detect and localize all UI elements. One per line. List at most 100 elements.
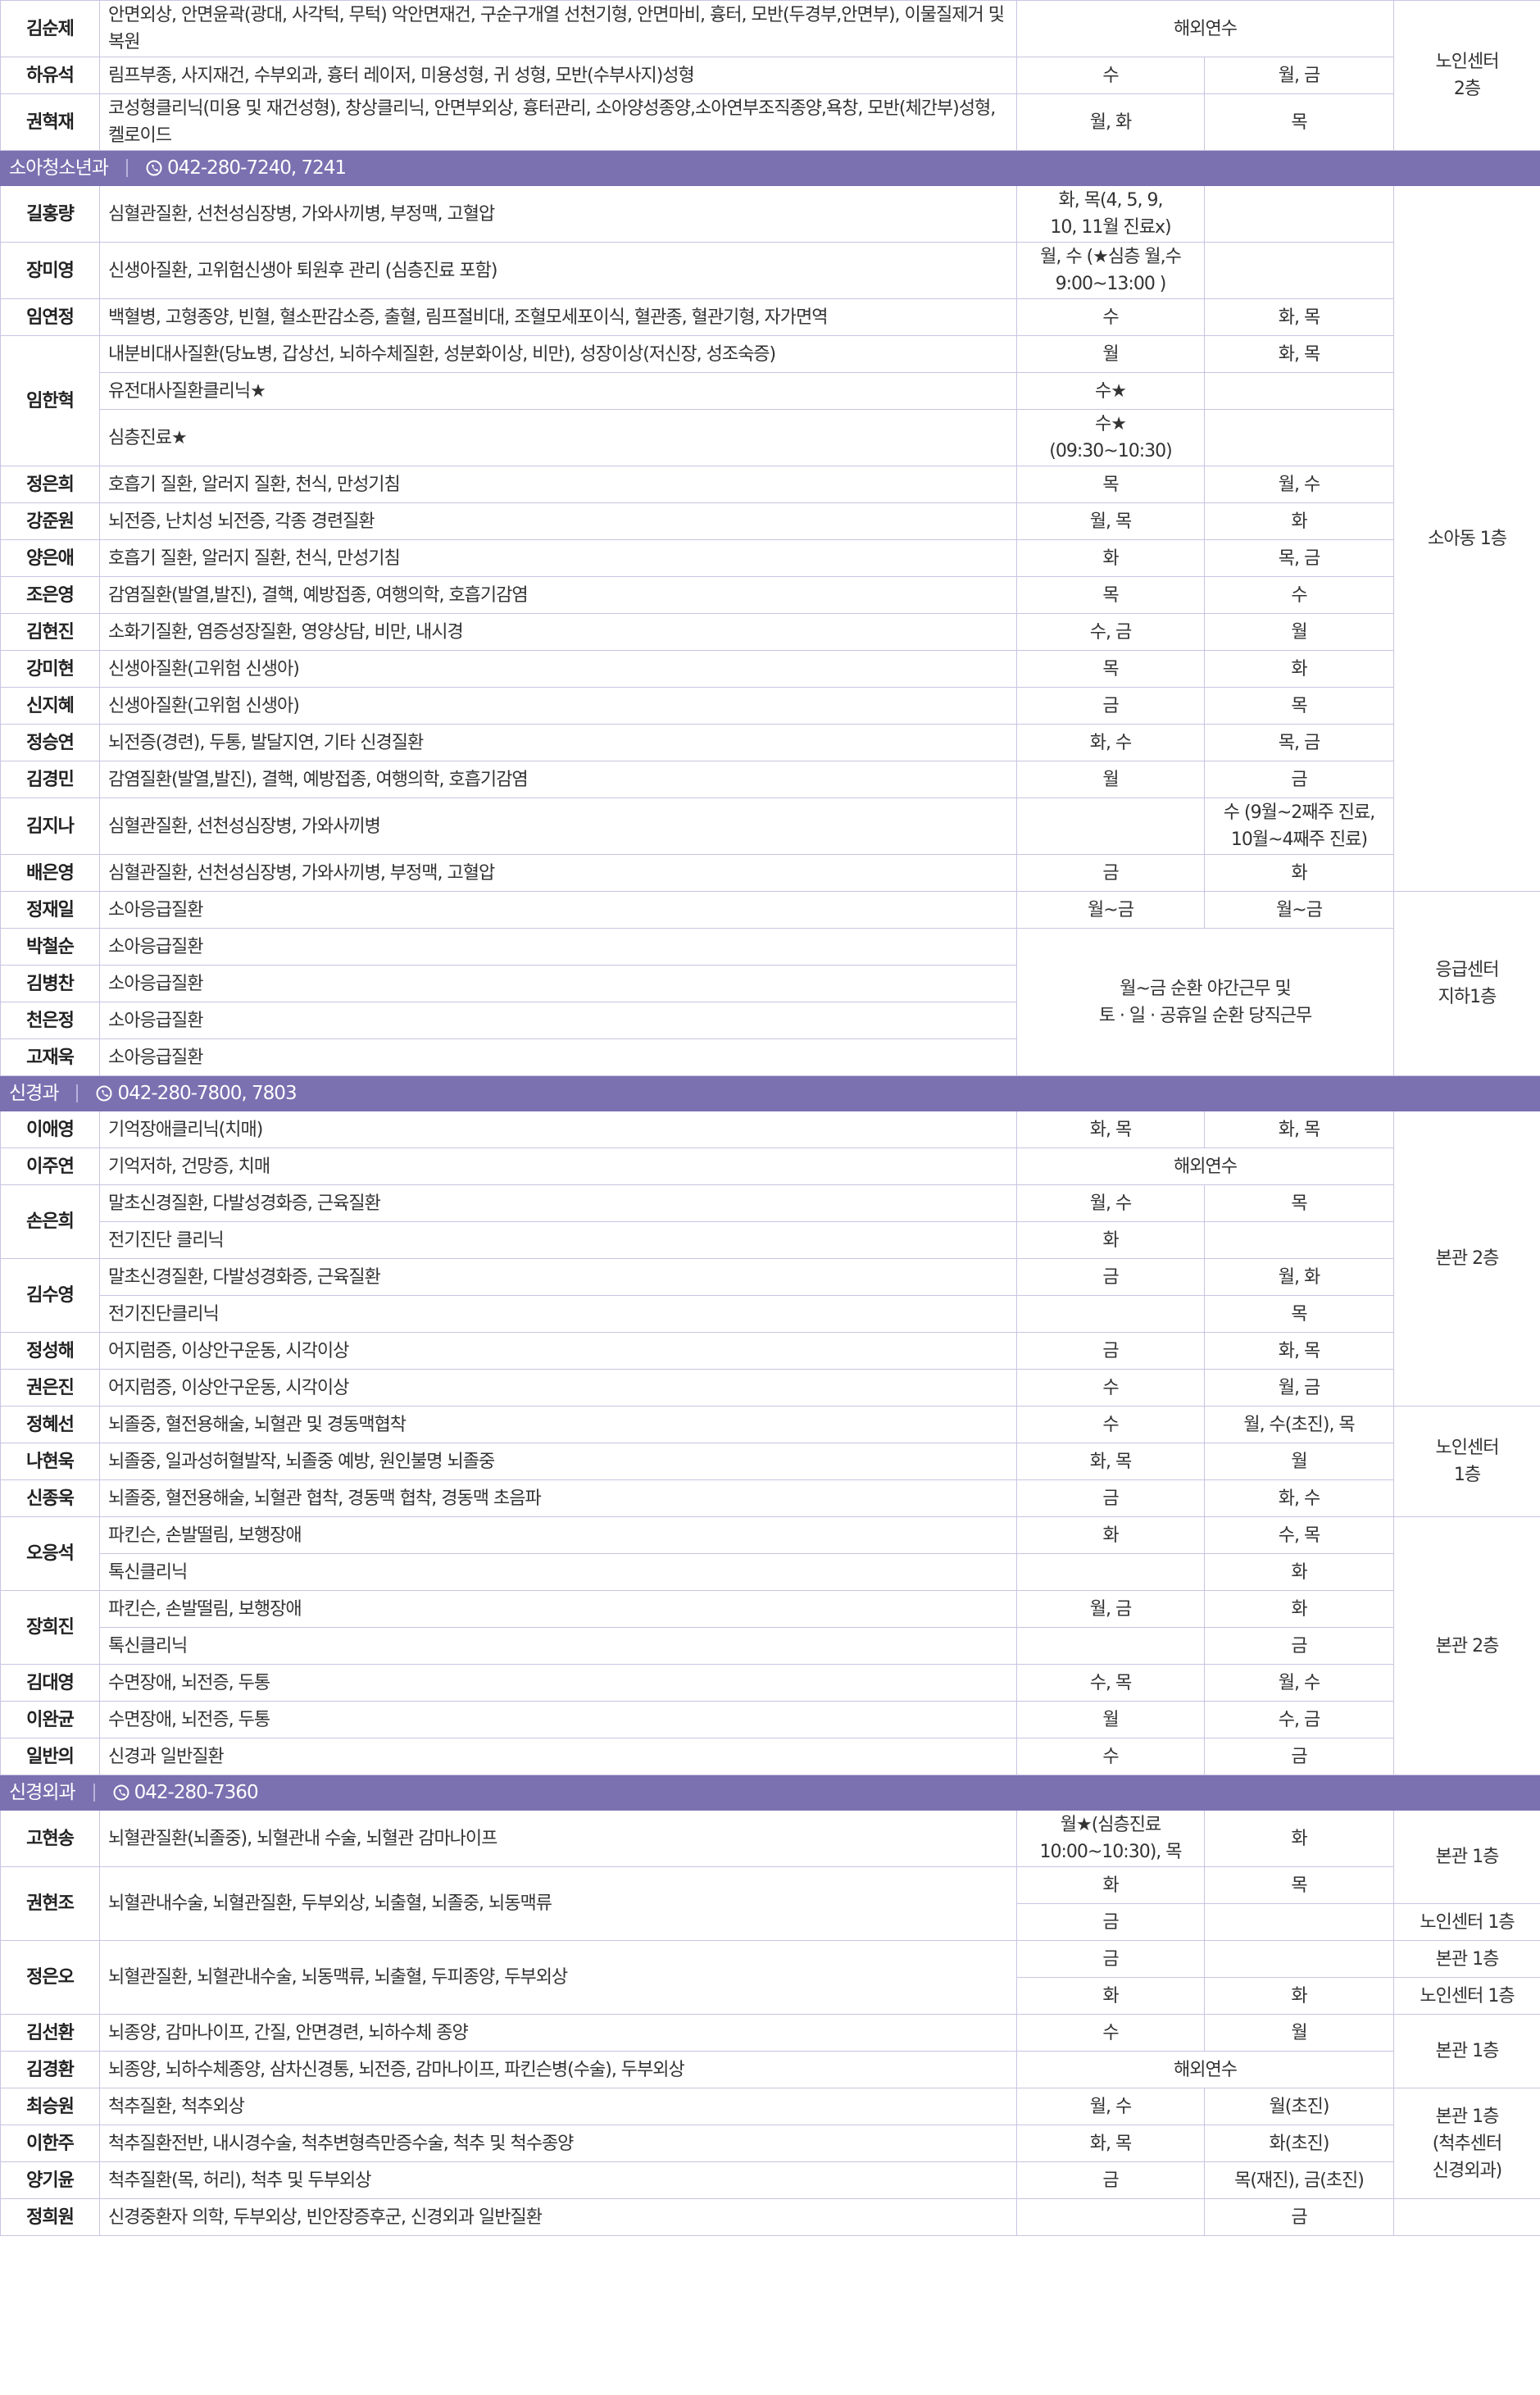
location: 노인센터 2층: [1393, 0, 1540, 151]
morning: 금: [1016, 1258, 1205, 1296]
row: 전기진단 클리닉 화: [1, 1221, 1540, 1259]
morning: 월★(심층진료 10:00~10:30), 목: [1016, 1810, 1205, 1867]
afternoon: 목: [1204, 93, 1394, 151]
row: 권혁재 코성형클리닉(미용 및 재건성형), 창상클리닉, 안면부외상, 흉터관리…: [0, 93, 1540, 151]
doctor-name: 이한주: [0, 2125, 100, 2162]
row: 배은영 심혈관질환, 선천성심장병, 가와사끼병, 부정맥, 고혈압 금 화: [0, 854, 1540, 892]
morning: 화: [1016, 539, 1205, 577]
specialty: 뇌혈관내수술, 뇌혈관질환, 두부외상, 뇌출혈, 뇌졸중, 뇌동맥류: [99, 1866, 1017, 1941]
location: 노인센터 1층: [1393, 1977, 1540, 2015]
row: 김대영 수면장애, 뇌전증, 두통 수, 목 월, 수: [0, 1664, 1540, 1702]
specialty: 코성형클리닉(미용 및 재건성형), 창상클리닉, 안면부외상, 흉터관리, 소…: [99, 93, 1017, 151]
specialty: 뇌혈관질환, 뇌혈관내수술, 뇌동맥류, 뇌출혈, 두피종양, 두부외상: [99, 1940, 1017, 2015]
doctor-name: 길홍량: [0, 185, 100, 243]
afternoon: 월: [1204, 2014, 1394, 2052]
doctor-name: 정혜선: [0, 1406, 100, 1443]
specialty: 심혈관질환, 선천성심장병, 가와사끼병, 부정맥, 고혈압: [99, 854, 1017, 892]
specialty: 전기진단클리닉: [99, 1295, 1017, 1333]
location: 본관 1층: [1393, 2014, 1540, 2088]
afternoon: 수, 금: [1204, 1701, 1394, 1738]
doctor-name: 김현진: [0, 613, 100, 651]
row: 이애영 기억장애클리닉(치매) 화, 목 화, 목 본관 2층: [0, 1111, 1540, 1407]
doctor-name: 하유석: [0, 57, 100, 94]
doctor-name: 최승원: [0, 2088, 100, 2125]
afternoon: 화(초진): [1204, 2125, 1394, 2162]
afternoon: 화: [1204, 1977, 1394, 2015]
doctor-name: 천은정: [0, 1002, 100, 1039]
location: 소아동 1층: [1393, 185, 1540, 892]
doctor-name: 정희원: [0, 2198, 100, 2236]
doctor-name: 박철순: [0, 928, 100, 966]
specialty: 감염질환(발열,발진), 결핵, 예방접종, 여행의학, 호흡기감염: [99, 761, 1017, 798]
afternoon: [1204, 242, 1394, 299]
row: 심층진료★ 수★ (09:30~10:30): [1, 409, 1540, 466]
morning: 월~금 순환 야간근무 및 토 · 일 · 공휴일 순환 당직근무: [1016, 928, 1394, 1076]
specialty: 림프부종, 사지재건, 수부외과, 흉터 레이저, 미용성형, 귀 성형, 모반…: [99, 57, 1017, 94]
row: 김수영 말초신경질환, 다발성경화증, 근육질환 금 월, 화: [0, 1258, 1540, 1333]
morning: 화: [1016, 1221, 1205, 1259]
morning: 수: [1016, 1406, 1205, 1443]
specialty: 신경중환자 의학, 두부외상, 빈안장증후군, 신경외과 일반질환: [99, 2198, 1017, 2236]
morning: 월, 수: [1016, 1184, 1205, 1222]
doctor-name: 정재일: [0, 891, 100, 929]
row: 권은진 어지럼증, 이상안구운동, 시각이상 수 월, 금: [0, 1369, 1540, 1407]
morning: [1016, 798, 1205, 855]
morning: 수: [1016, 1738, 1205, 1775]
row: 임한혁 내분비대사질환(당뇨병, 갑상선, 뇌하수체질환, 성분화이상, 비만),…: [0, 335, 1540, 466]
specialty: 척추질환(목, 허리), 척추 및 두부외상: [99, 2161, 1017, 2199]
afternoon: 월, 수(초진), 목: [1204, 1406, 1394, 1443]
row: 톡신클리닉 화: [1, 1553, 1540, 1591]
doctor-name: 김수영: [0, 1258, 100, 1333]
specialty: 파킨슨, 손발떨림, 보행장애: [99, 1590, 1017, 1628]
row: 양기윤 척추질환(목, 허리), 척추 및 두부외상 금 목(재진), 금(초진): [0, 2161, 1540, 2199]
afternoon: 월: [1204, 613, 1394, 651]
specialty: 뇌졸중, 혈전용해술, 뇌혈관 및 경동맥협착: [99, 1406, 1017, 1443]
separator: [93, 1784, 95, 1802]
row: 권현조 뇌혈관내수술, 뇌혈관질환, 두부외상, 뇌출혈, 뇌졸중, 뇌동맥류 화 목: [0, 1866, 1540, 1941]
afternoon: [1204, 1903, 1394, 1941]
morning: [1016, 1553, 1205, 1591]
morning: 화, 목: [1016, 2125, 1205, 2162]
row: 김선환 뇌종양, 감마나이프, 간질, 안면경련, 뇌하수체 종양 수 월 본관 1층: [0, 2014, 1540, 2088]
afternoon: 화, 목: [1204, 1111, 1394, 1148]
doctor-name: 이애영: [0, 1111, 100, 1148]
morning: 화, 목(4, 5, 9, 10, 11월 진료x): [1016, 185, 1205, 243]
doctor-name: 일반의: [0, 1738, 100, 1775]
morning: 화: [1016, 1977, 1205, 2015]
afternoon: 월~금: [1204, 891, 1394, 929]
morning: 월~금: [1016, 891, 1205, 929]
separator: [76, 1084, 79, 1103]
afternoon: 목: [1204, 1295, 1394, 1333]
specialty: 유전대사질환클리닉★: [99, 372, 1017, 410]
department: 신경외과: [9, 1781, 76, 1803]
specialty: 뇌졸중, 혈전용해술, 뇌혈관 협착, 경동맥 협착, 경동맥 초음파: [99, 1479, 1017, 1517]
phone-icon: [146, 160, 162, 176]
afternoon: 목: [1204, 687, 1394, 725]
afternoon: 목, 금: [1204, 724, 1394, 761]
section-row: 소아청소년과 042-280-7240, 7241: [0, 150, 1540, 186]
doctor-name: 김대영: [0, 1664, 100, 1702]
row: 신종욱 뇌졸중, 혈전용해술, 뇌혈관 협착, 경동맥 협착, 경동맥 초음파 금 화…: [0, 1479, 1540, 1517]
afternoon: 화, 목: [1204, 335, 1394, 373]
morning: 목: [1016, 650, 1205, 688]
doctor-name: 나현욱: [0, 1443, 100, 1480]
afternoon: [1204, 409, 1394, 466]
afternoon: 금: [1204, 2198, 1394, 2236]
afternoon: 월(초진): [1204, 2088, 1394, 2125]
doctor-name: 고현송: [0, 1810, 100, 1867]
specialty: 톡신클리닉: [99, 1553, 1017, 1591]
doctor-name: 정승연: [0, 724, 100, 761]
specialty: 전기진단 클리닉: [99, 1221, 1017, 1259]
row: 김병찬 소아응급질환: [0, 965, 1540, 1002]
row: 정은오 뇌혈관질환, 뇌혈관내수술, 뇌동맥류, 뇌출혈, 두피종양, 두부외상 금…: [0, 1940, 1540, 2015]
row: 최승원 척추질환, 척추외상 월, 수 월(초진) 본관 1층 (척추센터 신경외과): [0, 2088, 1540, 2199]
afternoon: 목, 금: [1204, 539, 1394, 577]
row: 일반의 신경과 일반질환 수 금: [0, 1738, 1540, 1775]
doctor-name: 권현조: [0, 1866, 100, 1941]
morning: 금: [1016, 2161, 1205, 2199]
morning: 월, 수: [1016, 2088, 1205, 2125]
morning: 금: [1016, 687, 1205, 725]
specialty: 말초신경질환, 다발성경화증, 근육질환: [99, 1184, 1017, 1222]
